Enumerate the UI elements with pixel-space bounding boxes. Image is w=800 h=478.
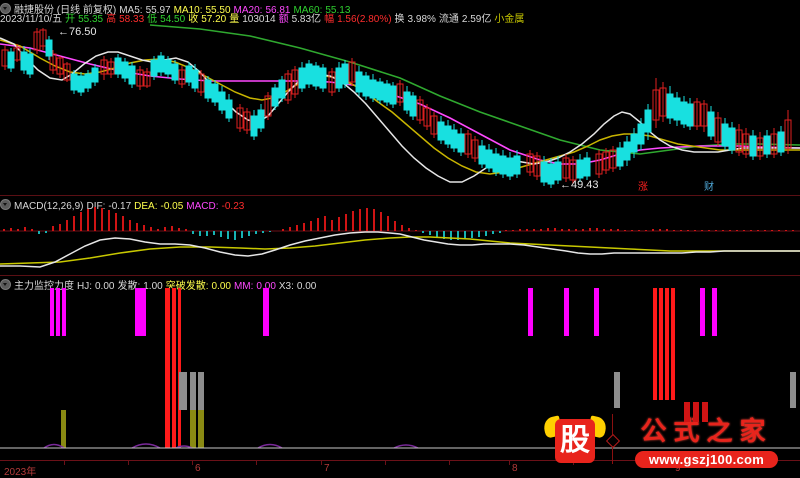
dif-label: DIF:: [86, 201, 106, 212]
range-label: 幅: [324, 14, 335, 25]
force-header: 主力监控力度 HJ: 0.00 发散: 1.00 突破发散: 0.00 MM: 0.00 X3: 0…: [0, 278, 319, 292]
range-value: 1.56(2.80%): [337, 14, 392, 25]
dea-label: DEA:: [134, 201, 158, 212]
macd-label: MACD:: [186, 201, 219, 212]
collapse-circle-icon[interactable]: [0, 279, 11, 290]
price-panel: 融捷股份 (日线 前复权) MA5: 55.97 MA10: 55.50 MA20: 56.…: [0, 0, 800, 196]
price-tag-high: ←76.50: [58, 26, 97, 38]
axis-tick: [64, 461, 65, 465]
turnover-value: 3.98%: [407, 14, 436, 25]
float-value: 2.59亿: [461, 14, 492, 25]
close-label: 收: [188, 14, 199, 25]
x3-label: X3:: [278, 281, 294, 292]
axis-tick: [637, 461, 638, 465]
dea-value: -0.05: [160, 201, 184, 212]
amount-value: 5.83亿: [291, 14, 322, 25]
axis-tick: [449, 461, 450, 465]
candlestick-plot: [0, 24, 800, 188]
ma5-line: [0, 37, 800, 183]
fasan-value: 1.00: [143, 281, 163, 292]
hj-label: HJ:: [77, 281, 92, 292]
axis-label-month-7: 7: [324, 463, 330, 474]
ma60-line: [149, 24, 800, 155]
chart-marker-zhang: 涨: [638, 182, 648, 193]
axis-label-month-9: 9: [675, 463, 681, 474]
panel-divider-1: [0, 195, 800, 196]
collapse-circle-icon[interactable]: [0, 199, 11, 210]
axis-tick: [321, 461, 322, 465]
dif-value: -0.17: [108, 201, 132, 212]
stock-title: 融捷股份 (日线 前复权): [14, 5, 117, 16]
collapse-circle-icon[interactable]: [0, 3, 11, 14]
macd-histogram: [3, 207, 794, 240]
close-value: 57.20: [201, 14, 227, 25]
sector-label: 小金属: [494, 14, 525, 25]
high-label: 高: [106, 14, 117, 25]
volume-label: 量: [229, 14, 240, 25]
axis-tick: [256, 461, 257, 465]
hj-value: 0.00: [95, 281, 115, 292]
open-value: 55.35: [78, 14, 104, 25]
axis-baseline: [0, 460, 800, 461]
ma60-label: MA60:: [293, 5, 323, 16]
panel-divider-2: [0, 275, 800, 276]
float-label: 流通: [438, 14, 459, 25]
ma60-value: 55.13: [325, 5, 351, 16]
ma10-label: MA10:: [173, 5, 203, 16]
macd-plot: [0, 207, 800, 268]
price-header-row1: 融捷股份 (日线 前复权) MA5: 55.97 MA10: 55.50 MA20: 56.…: [0, 2, 353, 16]
axis-label-month-6: 6: [195, 463, 201, 474]
volume-value: 103014: [242, 14, 276, 25]
force-red-bars: [165, 288, 675, 448]
ma20-label: MA20:: [233, 5, 263, 16]
axis-tick: [128, 461, 129, 465]
ma5-label: MA5:: [119, 5, 143, 16]
axis-tick: [509, 461, 510, 465]
macd-header: MACD(12,26,9) DIF: -0.17 DEA: -0.05 MACD: -0.2…: [0, 198, 247, 212]
force-title: 主力监控力度: [14, 281, 74, 292]
mm-value: 0.00: [256, 281, 276, 292]
force-arc-curve: [43, 443, 419, 449]
tupofasan-value: 0.00: [211, 281, 231, 292]
amount-label: 额: [278, 14, 289, 25]
price-tag-low: ←49.43: [560, 179, 599, 191]
x3-value: 0.00: [296, 281, 317, 292]
low-label: 低: [147, 14, 158, 25]
fasan-label: 发散:: [117, 281, 141, 292]
x-axis: 2023年 6 7 8 9: [0, 460, 800, 478]
dea-line: [0, 236, 800, 265]
ma20-value: 56.81: [265, 5, 291, 16]
axis-label-month-8: 8: [512, 463, 518, 474]
ma5-value: 55.97: [145, 5, 171, 16]
open-label: 开: [65, 14, 76, 25]
axis-tick: [385, 461, 386, 465]
force-plot: [0, 288, 800, 449]
dif-line: [0, 231, 800, 268]
quote-date: 2023/11/10/五: [0, 14, 63, 25]
macd-value: -0.23: [221, 201, 245, 212]
axis-tick: [573, 461, 574, 465]
tupofasan-label: 突破发散:: [165, 281, 209, 292]
axis-tick: [672, 461, 673, 465]
ma10-value: 55.50: [205, 5, 231, 16]
force-magenta-bars: [50, 288, 717, 336]
macd-panel: MACD(12,26,9) DIF: -0.17 DEA: -0.05 MACD: -0.2…: [0, 196, 800, 276]
axis-tick: [192, 461, 193, 465]
low-value: 54.50: [160, 14, 186, 25]
force-gray-bars: [179, 372, 796, 448]
price-header-row2: 2023/11/10/五开 55.35 高 58.33 低 54.50 收 57.20 量 103…: [0, 14, 527, 25]
macd-title: MACD(12,26,9): [14, 201, 84, 212]
axis-label-year: 2023年: [4, 467, 37, 478]
force-olive-bars: [61, 410, 204, 448]
force-panel: 主力监控力度 HJ: 0.00 发散: 1.00 突破发散: 0.00 MM: 0.00 X3: 0…: [0, 276, 800, 460]
high-value: 58.33: [119, 14, 145, 25]
turnover-label: 换: [394, 14, 405, 25]
chart-marker-cai: 财: [704, 182, 714, 193]
mm-label: MM:: [233, 281, 254, 292]
candle-series: [1, 28, 792, 188]
